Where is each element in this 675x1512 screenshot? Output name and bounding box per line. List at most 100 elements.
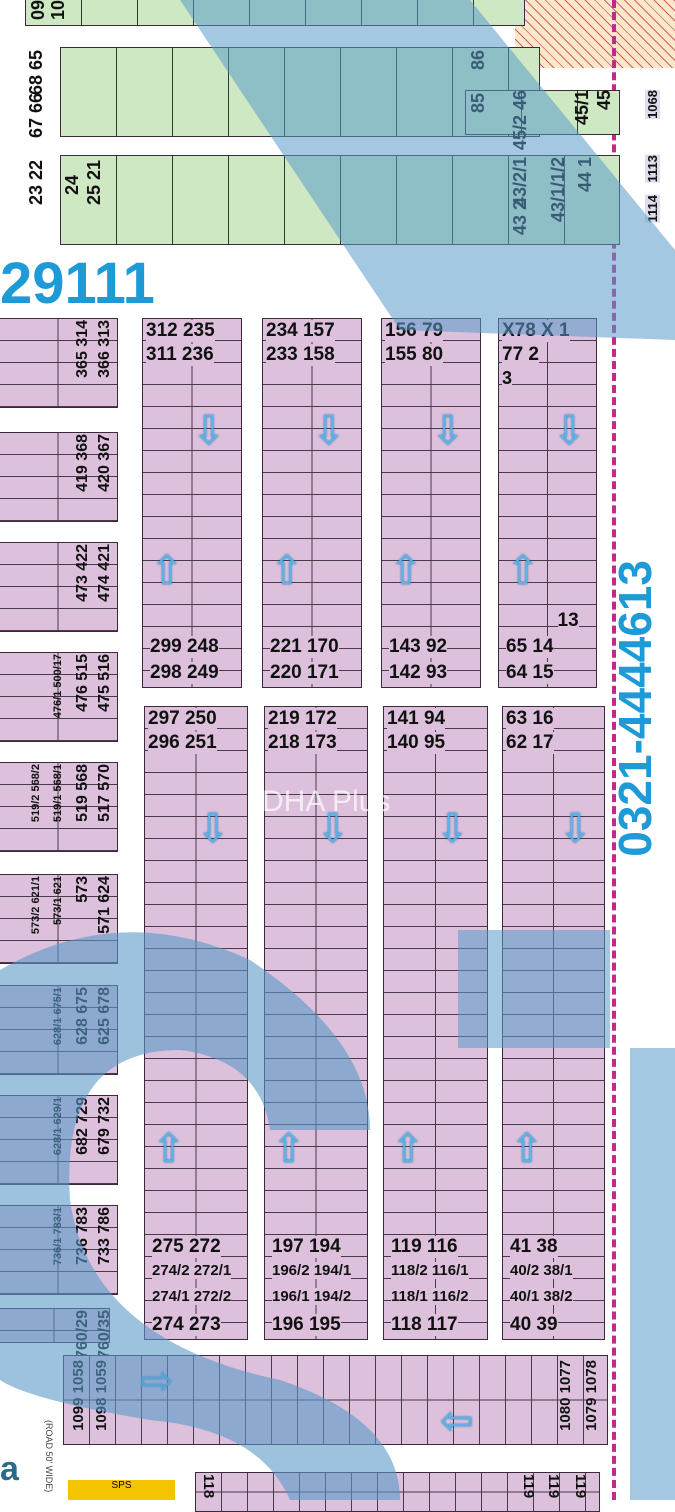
plot-number: 475 516	[96, 654, 113, 712]
green-plot-row	[60, 155, 620, 245]
plot-number: 219 172	[268, 708, 337, 730]
arrow-up-icon: ⇧	[150, 549, 184, 593]
plot-number: 233 158	[266, 344, 335, 366]
plot-block	[195, 1472, 600, 1512]
plot-number: 141 94	[387, 708, 446, 730]
plot-number: 44 1	[575, 157, 595, 193]
plot-number: 62 17	[506, 732, 554, 754]
plot-number: 64 15	[506, 662, 554, 684]
plot-number: 274/2 272/1	[152, 1262, 232, 1279]
plot-number: 1114	[645, 195, 660, 223]
plot-number: 3	[502, 368, 513, 389]
plot-number: 628/1 629/1	[52, 1097, 64, 1156]
plot-number: 476 515	[74, 654, 91, 712]
plot-number: 733 786	[96, 1207, 113, 1265]
plot-number: 25 21	[84, 160, 104, 206]
plot-number: 628 675	[74, 987, 91, 1045]
green-plot-row	[25, 0, 525, 26]
plot-number: 09	[28, 0, 48, 21]
plot-number: 45/2 46	[510, 90, 530, 151]
plot-block	[142, 318, 242, 688]
plot-block	[0, 1308, 110, 1343]
plot-number: 736 783	[74, 1207, 91, 1265]
plot-number: 571 624	[96, 876, 113, 934]
arrow-up-icon: ⇧	[510, 1127, 544, 1171]
plot-number: 476/1 500/17	[52, 654, 64, 719]
plot-number: 85	[468, 93, 488, 114]
plot-number: 218 173	[268, 732, 337, 754]
plot-block	[498, 318, 597, 688]
plot-number: 65 14	[506, 636, 554, 658]
plot-number: 118 117	[391, 1314, 458, 1336]
plot-number: 119	[572, 1474, 589, 1499]
plot-block	[0, 652, 118, 742]
plot-number: 40/2 38/1	[510, 1262, 573, 1279]
plot-number: X78 X 1	[502, 320, 570, 342]
arrow-left-icon: ⇦	[440, 1399, 474, 1443]
plot-number: 40/1 38/2	[510, 1288, 573, 1305]
plot-number: 625 678	[96, 987, 113, 1045]
plot-number: 274/1 272/2	[152, 1288, 232, 1305]
plot-number: 119	[520, 1474, 537, 1499]
plot-number: 68 65	[26, 50, 46, 96]
plot-number: 143 92	[389, 636, 448, 658]
arrow-down-icon: ⇩	[558, 807, 593, 851]
plot-number: 1113	[645, 155, 660, 183]
plot-number: 43 2	[510, 200, 530, 236]
plot-number: 1099 1058	[70, 1360, 87, 1431]
plot-number: 419 368	[74, 434, 91, 492]
plot-number: 45/1	[572, 90, 592, 126]
plot-number: 196/2 194/1	[272, 1262, 352, 1279]
road-boundary-line	[612, 0, 616, 1500]
plot-block	[0, 432, 118, 522]
plot-number: 220 171	[270, 662, 339, 684]
plot-number: 628/1 675/1	[52, 987, 64, 1046]
plot-number: 760/29	[74, 1310, 91, 1359]
plot-number: 1079 1078	[583, 1360, 600, 1431]
plot-number: 67 66	[26, 93, 46, 139]
plot-number: 519 568	[74, 764, 91, 822]
plot-number: 275 272	[152, 1236, 221, 1258]
plot-number: 573/1 621	[52, 876, 64, 925]
plot-number: 40 39	[510, 1314, 558, 1336]
plot-number: 519/2 568/2	[30, 764, 42, 823]
plot-number: 736/1 783/1	[52, 1207, 64, 1266]
arrow-up-icon: ⇧	[152, 1127, 186, 1171]
plot-block	[381, 318, 481, 688]
plot-number: 298 249	[150, 662, 219, 684]
plot-number: 24	[62, 175, 82, 196]
plot-number: 519/1 568/1	[52, 764, 64, 823]
plot-number: 573	[74, 876, 91, 903]
plot-number: 119	[545, 1474, 562, 1499]
plot-number: 473 422	[74, 544, 91, 602]
plot-number: 221 170	[270, 636, 339, 658]
road-label: (ROAD 50' WIDE)	[44, 1420, 54, 1493]
plot-number: 118/2 116/1	[391, 1262, 469, 1279]
plot-number: 366 313	[96, 320, 113, 378]
arrow-up-icon: ⇧	[506, 549, 540, 593]
plot-number: 682 729	[74, 1097, 91, 1155]
plot-number: 10	[48, 0, 68, 21]
plot-number: 311 236	[146, 344, 214, 366]
plot-number: 197 194	[272, 1236, 341, 1258]
plot-number: 297 250	[148, 708, 217, 730]
plot-number: 517 570	[96, 764, 113, 822]
plot-number: 196 195	[272, 1314, 341, 1336]
arrow-up-icon: ⇧	[391, 1127, 425, 1171]
plot-number: 274 273	[152, 1314, 221, 1336]
plot-number: 118	[200, 1474, 217, 1499]
arrow-down-icon: ⇩	[196, 807, 230, 851]
plot-number: 45	[594, 90, 614, 111]
plot-block	[0, 762, 118, 852]
plot-number: 41 38	[510, 1236, 558, 1258]
plot-number: 43/1/1/2	[548, 157, 568, 223]
plot-number: 77 2	[502, 344, 539, 366]
map-number: 29111	[0, 251, 155, 316]
plot-number: 140 95	[387, 732, 446, 754]
partial-label: a	[0, 1450, 19, 1488]
arrow-up-icon: ⇧	[272, 1127, 306, 1171]
plot-block	[262, 318, 362, 688]
plot-number: 1098 1059	[93, 1360, 110, 1431]
arrow-down-icon: ⇩	[316, 807, 350, 851]
plot-number: 142 93	[389, 662, 448, 684]
